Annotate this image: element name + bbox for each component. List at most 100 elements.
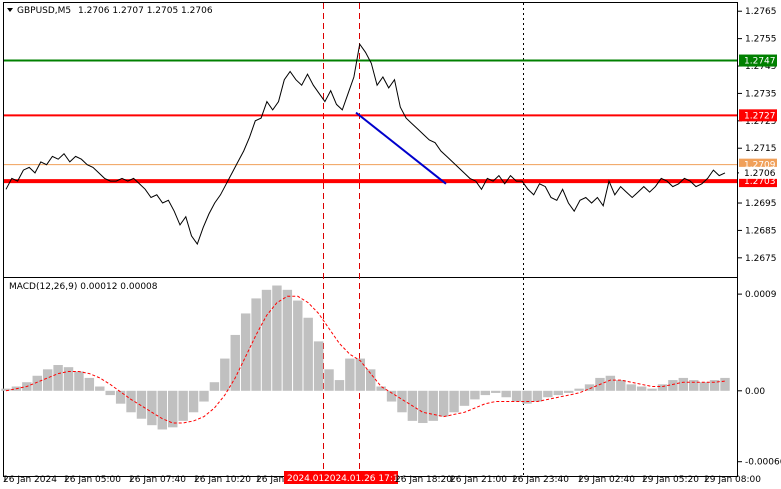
level-tag-text: 1.2747 [744, 57, 776, 67]
trendline[interactable] [355, 111, 447, 185]
price-axis-label: 1.2675 [745, 254, 777, 264]
macd-bar [168, 390, 178, 428]
macd-bar [563, 390, 574, 393]
time-axis-label: 26 Jan 18:20 [395, 475, 452, 485]
macd-bar [636, 386, 647, 391]
macd-bar [251, 298, 261, 391]
time-axis: 26 Jan 2024 26 Jan 05:00 26 Jan 07:40 26 Ja… [3, 471, 761, 485]
macd-bar [147, 390, 157, 426]
time-axis-label: 26 Jan 2024 [3, 475, 57, 485]
symbol-label[interactable]: GBPUSD,M5 [17, 6, 71, 16]
macd-bar [105, 390, 115, 396]
macd-label: MACD(12,26,9) 0.00012 0.00008 [9, 282, 158, 292]
macd-bar [53, 365, 63, 391]
macd-bar [626, 384, 636, 391]
crosshair-time-label: 2024.01.26 17:10 [324, 474, 405, 484]
macd-bar [689, 380, 699, 391]
macd-bar [376, 386, 386, 391]
symbol-dropdown-icon[interactable] [7, 8, 13, 12]
macd-bar [126, 390, 136, 413]
macd-bar [63, 367, 74, 391]
macd-bar [605, 375, 616, 391]
macd-bar [178, 390, 188, 421]
macd-bar [522, 390, 532, 404]
macd-bar [657, 384, 668, 391]
macd-bar [1, 388, 11, 391]
macd-bar [261, 289, 272, 391]
time-axis-label: 26 Jan 23:40 [512, 475, 569, 485]
level-tag-1.2747 [739, 54, 777, 67]
macd-bar [209, 382, 220, 391]
macd-bar [668, 380, 678, 391]
price-axis-label: 1.2685 [745, 226, 777, 236]
trendline-segment[interactable] [355, 111, 447, 185]
macd-axis-label: 0.0009 [745, 290, 777, 300]
current-price-text: 1.2706 [744, 169, 776, 179]
macd-bar [418, 390, 428, 424]
crosshair-time-tag [284, 471, 398, 484]
ohlc-readout: 1.2706 1.2707 1.2705 1.2706 [78, 6, 213, 16]
macd-bar [115, 390, 126, 404]
price-line [5, 42, 726, 246]
price-axis-label: 1.2745 [745, 62, 777, 72]
price-axis-label: 1.2755 [745, 35, 777, 45]
macd-axis-label: -0.00066 [745, 458, 781, 468]
time-axis-label: 29 Jan 08:00 [704, 475, 761, 485]
time-axis-label: 26 Jan 07:40 [129, 475, 186, 485]
macd-bar [95, 386, 105, 391]
macd-bar [293, 300, 303, 391]
time-axis-label: 26 Jan 21:00 [450, 475, 507, 485]
macd-signal-line [5, 295, 726, 424]
macd-bar [501, 390, 511, 398]
level-tag-text: 1.2727 [744, 111, 776, 121]
macd-bar [553, 390, 563, 396]
macd-bar [303, 317, 313, 391]
macd-bar [199, 390, 209, 402]
time-axis-label: 29 Jan 05:20 [642, 475, 699, 485]
macd-bar [42, 369, 53, 391]
macd-bar [584, 384, 595, 391]
macd-bar [709, 380, 720, 391]
macd-bar [449, 390, 459, 413]
macd-bar [386, 390, 397, 402]
price-axis-label: 1.2765 [745, 7, 777, 17]
macd-bar [397, 390, 407, 413]
macd-bar [32, 375, 42, 391]
macd-bar [511, 390, 522, 402]
macd-bar [543, 390, 553, 398]
macd-axis-label: 0.00 [745, 387, 765, 397]
price-axis-label: 1.2725 [745, 117, 777, 127]
macd-bar [313, 341, 324, 391]
macd-bar [240, 313, 251, 391]
macd-bar [678, 377, 689, 391]
macd-bar [616, 380, 626, 391]
macd-bar [230, 334, 240, 391]
macd-pane [1, 285, 730, 430]
price-series [5, 42, 726, 246]
macd-bar [470, 390, 480, 400]
macd-bar [647, 388, 657, 391]
macd-bar [74, 371, 84, 391]
macd-bar [345, 358, 355, 391]
macd-bar [491, 390, 501, 393]
macd-bar [157, 390, 168, 430]
level-tag-1.2727 [739, 109, 777, 122]
time-axis-label: 26 Jan 10:20 [194, 475, 251, 485]
macd-bar [720, 377, 730, 391]
macd-bar [324, 369, 334, 391]
macd-bar [355, 358, 366, 391]
macd-bar [282, 289, 293, 391]
chart-frame [3, 2, 738, 477]
macd-bar [438, 390, 449, 417]
time-axis-label: 29 Jan 02:40 [578, 475, 635, 485]
macd-bar [365, 369, 376, 391]
macd-bar [480, 390, 491, 396]
price-axis: 1.2765 1.2755 1.2745 1.2735 1.2725 1.2715 1.27… [738, 7, 781, 468]
price-axis-label: 1.2735 [745, 89, 777, 99]
macd-bar [334, 380, 345, 391]
time-axis-label: 26 Jan 05:00 [64, 475, 121, 485]
horizontal-levels [4, 59, 737, 184]
price-axis-label: 1.2715 [745, 144, 777, 154]
macd-bar [574, 388, 584, 391]
